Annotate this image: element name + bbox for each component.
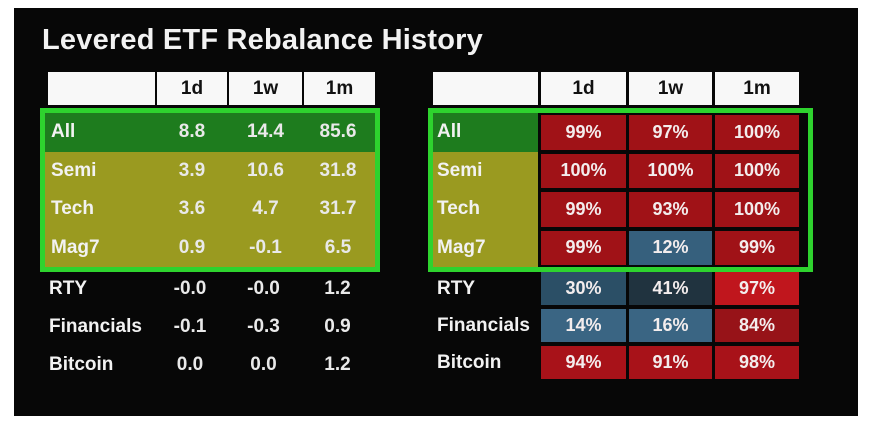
- header-1d: 1d: [157, 72, 227, 105]
- row-label: Bitcoin: [49, 354, 114, 375]
- returns-plain-rows: RTY -0.0 -0.0 1.2 Financials -0.1 -0.3 0…: [43, 270, 373, 384]
- row-label: RTY: [437, 277, 475, 299]
- table-row-semi: Semi 3.9 10.6 31.8: [45, 151, 375, 190]
- value-cell: 85.6: [319, 121, 357, 143]
- header-corner-cell: [433, 72, 538, 105]
- value-cell: 6.5: [324, 236, 352, 258]
- percent-cell: 97%: [715, 272, 799, 305]
- value-cell: -0.1: [249, 236, 282, 258]
- value-cell: 31.8: [319, 159, 357, 181]
- row-label: Tech: [433, 190, 538, 229]
- returns-highlight-box: All 8.8 14.4 85.6 Semi 3.9 10.6 31.8 Tec…: [40, 108, 380, 272]
- value-cell: 31.7: [319, 198, 357, 220]
- table-row-tech: Tech 99% 93% 100%: [433, 190, 808, 229]
- row-label: Semi: [433, 151, 538, 190]
- table-row-bitcoin: Bitcoin 94% 91% 98%: [433, 344, 799, 381]
- percent-cell: 99%: [541, 192, 626, 227]
- table-row-bitcoin: Bitcoin 0.0 0.0 1.2: [43, 346, 373, 384]
- percent-cell: 84%: [715, 309, 799, 342]
- row-label: Semi: [51, 159, 97, 181]
- value-cell: 1.2: [324, 278, 351, 299]
- percent-cell: 99%: [541, 115, 626, 150]
- percent-cell: 30%: [541, 272, 626, 305]
- row-label: All: [51, 121, 76, 143]
- value-cell: -0.1: [173, 316, 207, 337]
- header-1w: 1w: [229, 72, 302, 105]
- value-cell: 8.8: [178, 121, 206, 143]
- header-corner-cell: [48, 72, 155, 105]
- percent-table-header: 1d 1w 1m: [433, 72, 799, 105]
- percent-cell: 100%: [541, 153, 626, 188]
- table-row-financials: Financials 14% 16% 84%: [433, 307, 799, 344]
- percent-cell: 97%: [629, 115, 712, 150]
- row-label: All: [433, 113, 538, 152]
- row-label: RTY: [49, 278, 87, 299]
- percent-cell: 100%: [715, 192, 799, 227]
- value-cell: 0.9: [178, 236, 206, 258]
- table-row-mag7: Mag7 0.9 -0.1 6.5: [45, 228, 375, 267]
- value-cell: 0.0: [176, 354, 204, 375]
- table-row-rty: RTY -0.0 -0.0 1.2: [43, 270, 373, 308]
- table-row-rty: RTY 30% 41% 97%: [433, 270, 799, 307]
- percent-cell: 91%: [629, 346, 712, 379]
- value-cell: 4.7: [252, 198, 279, 220]
- percent-cell: 94%: [541, 346, 626, 379]
- value-cell: 3.9: [178, 159, 206, 181]
- value-cell: -0.0: [247, 278, 280, 299]
- row-label: Mag7: [51, 236, 100, 258]
- value-cell: 0.9: [324, 316, 351, 337]
- percent-cell: 16%: [629, 309, 712, 342]
- percent-cell: 12%: [629, 230, 712, 265]
- percent-cell: 99%: [541, 230, 626, 265]
- value-cell: 1.2: [324, 354, 351, 375]
- header-1m: 1m: [304, 72, 375, 105]
- percent-cell: 100%: [715, 115, 799, 150]
- header-1m: 1m: [715, 72, 799, 105]
- value-cell: 14.4: [247, 121, 284, 143]
- row-label: Tech: [51, 198, 94, 220]
- page-title: Levered ETF Rebalance History: [42, 24, 483, 56]
- percent-cell: 100%: [629, 153, 712, 188]
- percent-cell: 99%: [715, 230, 799, 265]
- percent-cell: 98%: [715, 346, 799, 379]
- row-label: Financials: [437, 314, 530, 336]
- percent-cell: 100%: [715, 153, 799, 188]
- table-row-all: All 99% 97% 100%: [433, 113, 808, 152]
- table-row-financials: Financials -0.1 -0.3 0.9: [43, 308, 373, 346]
- table-row-semi: Semi 100% 100% 100%: [433, 151, 808, 190]
- chart-canvas: Levered ETF Rebalance History 1d 1w 1m A…: [14, 8, 858, 416]
- table-row-mag7: Mag7 99% 12% 99%: [433, 228, 808, 267]
- header-1w: 1w: [629, 72, 712, 105]
- percent-cell: 14%: [541, 309, 626, 342]
- header-1d: 1d: [541, 72, 626, 105]
- value-cell: 10.6: [247, 159, 284, 181]
- row-label: Mag7: [433, 228, 538, 267]
- percent-plain-rows: RTY 30% 41% 97% Financials 14% 16% 84% B…: [433, 270, 799, 381]
- percent-cell: 41%: [629, 272, 712, 305]
- row-label: Financials: [49, 316, 142, 337]
- value-cell: 0.0: [250, 354, 277, 375]
- row-label: Bitcoin: [437, 351, 502, 373]
- value-cell: 3.6: [178, 198, 206, 220]
- value-cell: -0.3: [247, 316, 280, 337]
- table-row-tech: Tech 3.6 4.7 31.7: [45, 190, 375, 229]
- percent-highlight-box: All 99% 97% 100% Semi 100% 100% 100% Tec…: [428, 108, 813, 272]
- table-row-all: All 8.8 14.4 85.6: [45, 113, 375, 152]
- returns-table-header: 1d 1w 1m: [48, 72, 375, 105]
- value-cell: -0.0: [173, 278, 207, 299]
- percent-cell: 93%: [629, 192, 712, 227]
